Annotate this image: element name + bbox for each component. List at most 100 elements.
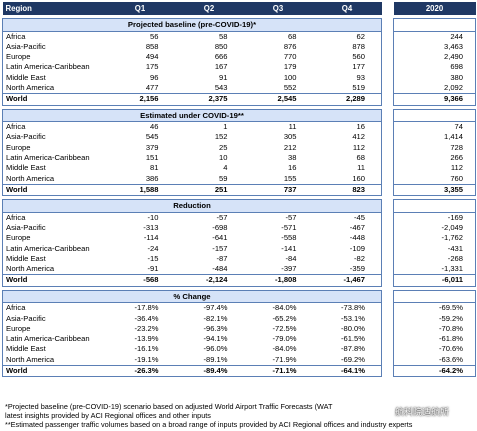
value-2020: -1,331: [393, 264, 476, 275]
table-row: Europe 379 25 212 112 728: [2, 142, 476, 153]
value-q1: 386: [145, 173, 159, 183]
section-gap: [381, 199, 394, 213]
region-name: Europe: [2, 233, 106, 244]
value-q3: -397: [281, 264, 297, 274]
value-q2: -97.4%: [203, 303, 228, 313]
footnotes: *Projected baseline (pre-COVID-19) scena…: [5, 402, 477, 429]
table-header: Region Q1 Q2 Q3 Q4 2020: [2, 2, 476, 15]
value-q3: 100: [283, 72, 297, 82]
value-q2: 666: [214, 52, 228, 62]
value-q2: -94.1%: [203, 334, 228, 344]
value-2020: -63.6%: [393, 354, 476, 366]
value-2020: 74: [393, 121, 476, 133]
value-q3: 770: [283, 52, 297, 62]
region-name: Asia-Pacific: [2, 41, 106, 53]
row-gap: [381, 41, 394, 53]
value-q3: 68: [288, 31, 297, 41]
value-q4: -73.8%: [312, 302, 382, 314]
value-2020: -2,049: [393, 222, 476, 234]
table-row: North America -91 -484 -397 -359 -1,331: [2, 264, 476, 275]
region-name: Latin America-Caribbean: [2, 334, 106, 345]
value-q4: -45: [312, 212, 382, 223]
value-q1: 81: [150, 163, 159, 173]
section-title-row: Projected baseline (pre-COVID-19)*: [2, 18, 476, 32]
value-q4: -1,467: [312, 274, 382, 287]
value-q4: 519: [312, 82, 382, 94]
value-q1: -26.3%: [105, 365, 175, 378]
row-gap: [381, 212, 394, 223]
footnote-baseline: *Projected baseline (pre-COVID-19) scena…: [5, 402, 333, 411]
value-2020: -70.6%: [393, 344, 476, 355]
region-name: Latin America-Caribbean: [2, 243, 106, 254]
table-row: Middle East -15 -87 -84 -82 -268: [2, 253, 476, 265]
footnote-estimated: **Estimated passenger traffic volumes ba…: [5, 420, 413, 430]
table-row: Latin America-Caribbean 175 167 179 177 698: [2, 62, 476, 73]
value-2020: -268: [393, 253, 476, 265]
value-q2: -96.0%: [203, 344, 228, 354]
value-q4: 878: [312, 41, 382, 53]
value-q3: -71.9%: [272, 354, 297, 364]
value-2020: -70.8%: [393, 323, 476, 335]
value-q2: 1: [223, 122, 228, 132]
value-q3: -79.0%: [272, 334, 297, 344]
value-q2: 10: [219, 152, 228, 162]
value-q4: 560: [312, 52, 382, 63]
value-q4: 11: [312, 163, 382, 174]
value-q2: -96.3%: [203, 323, 228, 333]
value-2020: 760: [393, 173, 476, 185]
region-name: World: [2, 183, 106, 197]
value-q3: -84.0%: [272, 303, 297, 313]
value-q4: 93: [312, 72, 382, 83]
value-q4: 68: [312, 152, 382, 164]
value-q1: 545: [145, 132, 159, 142]
value-q4: 16: [312, 121, 382, 133]
section-gap: [381, 290, 394, 303]
row-gap: [381, 173, 394, 185]
row-gap: [381, 31, 394, 42]
value-q2: -157: [212, 243, 228, 253]
region-name: North America: [2, 264, 106, 275]
table-row: Asia-Pacific 545 152 305 412 1,414: [2, 132, 476, 143]
value-q2: 850: [214, 41, 228, 51]
table-row: North America -19.1% -89.1% -71.9% -69.2% -63…: [2, 354, 476, 366]
section-total-blank: [393, 108, 476, 123]
footnote-baseline-cont: latest insights provided by ACI Regional…: [5, 411, 211, 421]
value-2020: 266: [393, 152, 476, 164]
row-gap: [381, 313, 394, 324]
region-name: Europe: [2, 52, 106, 63]
value-q2: -641: [212, 233, 228, 243]
section-total-blank: [393, 199, 476, 213]
value-q2: -698: [212, 222, 228, 232]
value-2020: 3,355: [393, 183, 476, 197]
value-q1: -568: [105, 274, 175, 287]
value-q1: 379: [145, 142, 159, 152]
value-q1: 2,156: [105, 93, 175, 106]
row-gap: [381, 222, 394, 234]
value-q1: 151: [145, 152, 159, 162]
value-q2: -89.4%: [174, 365, 244, 378]
row-gap: [381, 365, 394, 377]
value-q3: 2,545: [243, 93, 313, 106]
value-q2: 59: [219, 173, 228, 183]
value-q1: -114: [143, 233, 159, 243]
section-title: Estimated under COVID-19**: [2, 108, 382, 123]
value-2020: 112: [393, 163, 476, 174]
header-gap: [381, 2, 394, 15]
region-name: Africa: [2, 302, 106, 314]
region-name: Middle East: [2, 344, 106, 355]
world-total-row: World -26.3% -89.4% -71.1% -64.1% -64.2%: [2, 365, 476, 378]
row-gap: [381, 354, 394, 366]
value-q3: 179: [283, 62, 297, 72]
value-q1: -36.4%: [134, 313, 159, 323]
value-2020: 1,414: [393, 132, 476, 143]
value-q1: -13.9%: [134, 334, 159, 344]
value-q2: 543: [214, 82, 228, 92]
value-q4: 62: [312, 31, 382, 42]
value-q2: -57: [216, 212, 228, 222]
row-gap: [381, 184, 394, 196]
value-2020: -169: [393, 212, 476, 223]
value-q4: 412: [312, 132, 382, 143]
value-q1: 175: [145, 62, 159, 72]
section-gap: [381, 109, 394, 122]
value-q3: -71.1%: [243, 365, 313, 378]
